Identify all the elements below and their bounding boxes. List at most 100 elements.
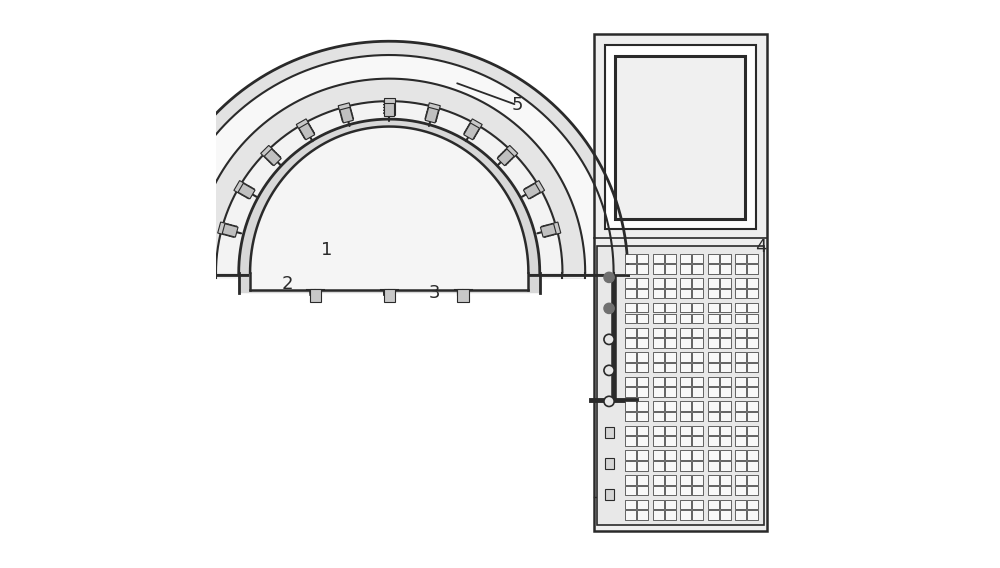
Bar — [653, 352, 664, 362]
Bar — [637, 352, 648, 362]
Bar — [665, 436, 676, 446]
Bar — [605, 427, 614, 437]
Bar — [680, 412, 691, 421]
Bar — [665, 352, 676, 362]
Polygon shape — [261, 145, 281, 165]
Circle shape — [604, 303, 614, 314]
Bar — [605, 458, 614, 469]
Bar — [708, 510, 719, 520]
Bar — [680, 254, 691, 263]
Bar — [735, 314, 746, 323]
Bar — [692, 486, 703, 495]
Bar — [692, 426, 703, 435]
Bar — [625, 363, 636, 372]
Bar — [747, 426, 758, 435]
Bar — [708, 486, 719, 495]
Bar — [653, 450, 664, 460]
Polygon shape — [151, 41, 628, 275]
Bar — [625, 475, 636, 485]
Bar — [720, 328, 731, 337]
Bar — [708, 500, 719, 509]
Polygon shape — [238, 183, 255, 199]
Bar — [747, 475, 758, 485]
Bar — [692, 387, 703, 397]
Bar — [653, 264, 664, 274]
Bar — [692, 510, 703, 520]
Bar — [637, 254, 648, 263]
Bar — [692, 363, 703, 372]
Bar — [637, 314, 648, 323]
Bar — [625, 500, 636, 509]
Polygon shape — [250, 127, 528, 290]
Bar — [625, 387, 636, 397]
Bar — [653, 412, 664, 421]
Bar — [735, 436, 746, 446]
Circle shape — [604, 396, 614, 407]
Bar — [720, 510, 731, 520]
Bar — [653, 426, 664, 435]
Bar — [747, 278, 758, 288]
Bar — [605, 489, 614, 499]
Text: 3: 3 — [429, 283, 440, 302]
Bar — [735, 510, 746, 520]
Polygon shape — [310, 289, 321, 302]
Polygon shape — [338, 103, 354, 122]
Bar — [637, 387, 648, 397]
Bar — [637, 303, 648, 312]
Polygon shape — [464, 123, 479, 140]
Bar — [747, 486, 758, 495]
Bar — [692, 500, 703, 509]
Bar — [692, 436, 703, 446]
Bar — [653, 303, 664, 312]
Bar — [653, 363, 664, 372]
Bar — [692, 352, 703, 362]
Bar — [735, 426, 746, 435]
Bar — [735, 264, 746, 274]
Bar — [720, 402, 731, 411]
Bar — [680, 352, 691, 362]
Bar — [680, 475, 691, 485]
Bar — [708, 475, 719, 485]
Bar — [747, 363, 758, 372]
Bar — [720, 387, 731, 397]
Bar — [680, 278, 691, 288]
Bar — [735, 450, 746, 460]
Bar — [720, 450, 731, 460]
Bar — [653, 278, 664, 288]
Bar — [597, 247, 764, 525]
Bar — [747, 450, 758, 460]
Bar — [747, 264, 758, 274]
Bar — [637, 500, 648, 509]
Bar — [653, 328, 664, 337]
Bar — [653, 338, 664, 348]
Bar — [747, 303, 758, 312]
Bar — [625, 461, 636, 470]
Bar — [692, 289, 703, 298]
Bar — [747, 387, 758, 397]
Bar — [735, 500, 746, 509]
Bar — [625, 254, 636, 263]
Bar — [625, 314, 636, 323]
Bar — [625, 486, 636, 495]
Bar — [653, 254, 664, 263]
Polygon shape — [216, 101, 562, 278]
Polygon shape — [299, 123, 315, 140]
Bar — [680, 461, 691, 470]
Bar — [637, 436, 648, 446]
Bar — [708, 314, 719, 323]
Polygon shape — [541, 222, 561, 237]
Polygon shape — [464, 119, 482, 139]
Bar — [692, 338, 703, 348]
Bar — [625, 338, 636, 348]
Bar — [665, 363, 676, 372]
Bar — [625, 436, 636, 446]
Bar — [708, 426, 719, 435]
Bar — [680, 303, 691, 312]
Bar — [692, 314, 703, 323]
Bar — [637, 402, 648, 411]
Circle shape — [604, 335, 614, 345]
Polygon shape — [524, 181, 545, 199]
Bar — [747, 314, 758, 323]
Bar — [708, 264, 719, 274]
Bar — [720, 289, 731, 298]
